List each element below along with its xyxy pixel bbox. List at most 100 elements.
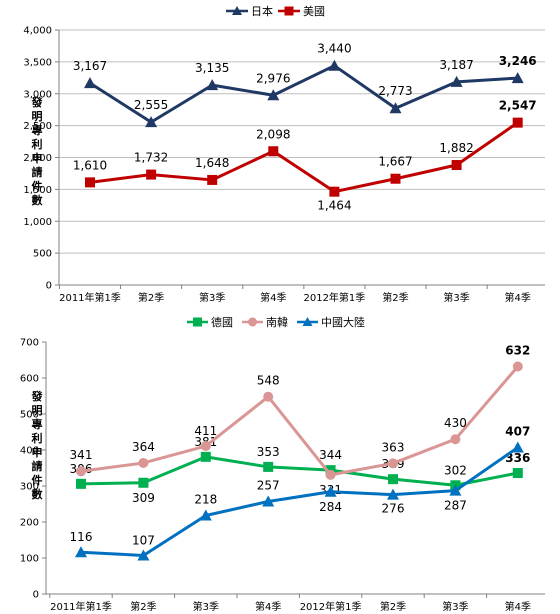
chart2-series-0-data-label: 353 — [257, 445, 280, 459]
chart1-legend: 日本 美國 — [226, 4, 325, 18]
chart2-series-1-data-label: 430 — [444, 416, 467, 430]
chart1-series-1-point — [512, 117, 523, 128]
chart2-series-1-point — [450, 434, 461, 445]
chart1-y-label-char: 數 — [32, 193, 43, 207]
chart1-series-0-line — [89, 64, 518, 124]
chart2-y-ticks: 0 100 200 300 400 500 600 700 — [20, 338, 46, 601]
chart1-legend-japan-label: 日本 — [251, 4, 273, 18]
chart1-y-tick-label: 2,500 — [23, 121, 52, 132]
chart2-series-1: 341364411548331363430632 — [70, 343, 531, 496]
chart1-y-label-char: 明 — [32, 110, 43, 123]
chart1-y-tick-label: 1,000 — [23, 217, 52, 228]
chart2-x-tick-label: 第2季 — [380, 600, 406, 613]
chart2-legend-china-label: 中國大陸 — [321, 315, 365, 329]
chart2-series-0-point — [200, 451, 211, 462]
chart2-series-2-data-label: 287 — [444, 499, 467, 513]
chart2-series-2-point — [449, 484, 462, 496]
chart1-series-1: 1,610 1,732 1,648 2,098 1,464 1,667 1,882 2,547 — [73, 99, 537, 213]
chart1-series-1-point — [146, 169, 157, 180]
chart1-series-0-point — [84, 77, 96, 89]
chart1-series-1-line — [89, 121, 519, 194]
chart2-series-1-data-label: 632 — [505, 343, 530, 357]
chart1-y-label-char: 利 — [32, 137, 43, 151]
chart2-x-ticks: 2011年第1季 第2季 第3季 第4季 2012年第1季 第2季 第3季 第4季 — [49, 594, 531, 613]
chart2-series-1-data-label: 548 — [257, 374, 280, 388]
chart2-series-1-point — [263, 391, 274, 402]
chart1-x-ticks: 2011年第1季 第2季 第3季 第4季 2012年第1季 第2季 第3季 第4季 — [58, 285, 531, 304]
chart2-y-tick-label: 300 — [20, 482, 39, 493]
chart1-legend-usa: 美國 — [278, 5, 325, 18]
chart2-series-0-line — [80, 455, 519, 487]
chart1-x-tick-label: 第3季 — [199, 291, 225, 304]
chart1-y-tick-label: 2,000 — [23, 153, 52, 164]
chart2-y-tick-label: 600 — [20, 374, 39, 385]
chart1-series-0-data-label: 3,135 — [195, 61, 229, 75]
chart2-y-tick-label: 700 — [20, 338, 39, 349]
chart2-y-label-char: 利 — [32, 431, 43, 445]
chart2-x-tick-label: 第2季 — [130, 600, 156, 613]
chart2-series-0-data-label: 309 — [132, 491, 155, 505]
chart2-series-2: 116 107 218 257 284 276 287 407 — [70, 424, 530, 561]
chart2-series-1-point — [512, 361, 523, 372]
chart1-gridlines — [59, 29, 545, 254]
chart1-y-label-char: 申 — [32, 151, 43, 165]
chart2-series-2-point — [511, 441, 524, 453]
chart2: 德國 南韓 中國大陸 0 100 200 300 400 500 600 700 2011年第… — [20, 315, 545, 613]
chart2-y-tick-label: 500 — [20, 410, 39, 421]
chart2-y-label-char: 發 — [31, 389, 44, 403]
chart2-series-2-data-label: 284 — [319, 500, 342, 514]
chart2-y-tick-label: 0 — [33, 590, 39, 601]
chart2-y-label-char: 專 — [32, 417, 43, 431]
chart2-y-tick-label: 100 — [20, 554, 39, 565]
chart2-series-1-data-label: 363 — [382, 440, 405, 454]
chart2-y-label-char: 數 — [32, 487, 43, 501]
chart2-series-1-point — [76, 466, 86, 477]
chart2-legend: 德國 南韓 中國大陸 — [187, 315, 365, 329]
chart1-series-0-data-label: 3,246 — [499, 54, 537, 68]
chart1-legend-usa-label: 美國 — [303, 5, 325, 18]
chart1-y-ticks: 0 500 1,000 1,500 2,000 2,500 3,000 3,500 4,000 — [23, 26, 59, 292]
chart2-series-0-data-label: 302 — [444, 463, 467, 477]
chart1-series-0-point — [450, 75, 463, 87]
chart1-series-0-point — [389, 102, 402, 114]
chart1-series-1-data-label: 2,547 — [499, 99, 537, 113]
chart1-series-0-point — [511, 72, 524, 84]
chart2-series-1-data-label: 341 — [70, 448, 93, 462]
chart2-x-tick-label: 第4季 — [505, 600, 531, 613]
chart1-y-tick-label: 500 — [33, 249, 52, 260]
chart1-series-1-data-label: 2,098 — [256, 127, 290, 141]
chart1-series-0-point — [267, 89, 280, 101]
chart2-y-label-char: 件 — [32, 473, 43, 487]
chart1-series-1-data-label: 1,464 — [317, 199, 351, 213]
chart2-y-label-char: 申 — [32, 445, 43, 459]
chart2-y-tick-label: 400 — [20, 446, 39, 457]
chart2-series: 3063093813533443193023363413644115483313… — [70, 343, 531, 561]
chart2-y-label-char: 明 — [32, 404, 43, 417]
chart1-y-tick-label: 3,500 — [23, 57, 52, 68]
chart2-series-1-data-label: 411 — [194, 424, 217, 438]
chart1-series: 3,167 2,555 3,135 2,976 3,440 2,773 3,187 3,246… — [73, 42, 537, 213]
chart1-series-0-point — [328, 59, 341, 71]
chart1-series-1-point — [85, 177, 95, 188]
chart1-series-1-data-label: 1,610 — [73, 158, 107, 172]
chart1-series-1-point — [329, 186, 340, 197]
chart2-series-1-point — [388, 458, 398, 469]
chart1-x-tick-label: 第4季 — [260, 291, 286, 304]
chart1-series-0-point — [206, 79, 219, 91]
chart2-series-0-point — [388, 474, 398, 485]
chart1-y-tick-label: 4,000 — [23, 26, 52, 37]
chart2-y-tick-label: 200 — [20, 518, 39, 529]
chart2-series-2-point — [199, 509, 212, 521]
chart1-y-tick-label: 1,500 — [23, 185, 52, 196]
chart1-series-1-data-label: 1,732 — [134, 151, 168, 165]
chart2-series-1-point — [200, 441, 211, 452]
chart1-x-tick-label: 第4季 — [505, 291, 531, 304]
chart1-x-tick-label: 2011年第1季 — [59, 291, 121, 304]
chart1-x-tick-label: 第3季 — [443, 291, 469, 304]
chart1-series-1-data-label: 1,667 — [378, 155, 412, 169]
chart2-series-2-point — [324, 485, 337, 497]
chart1-y-label-char: 發 — [31, 95, 44, 109]
chart1-y-label-char: 件 — [32, 179, 43, 193]
chart2-x-tick-label: 第3季 — [442, 600, 468, 613]
